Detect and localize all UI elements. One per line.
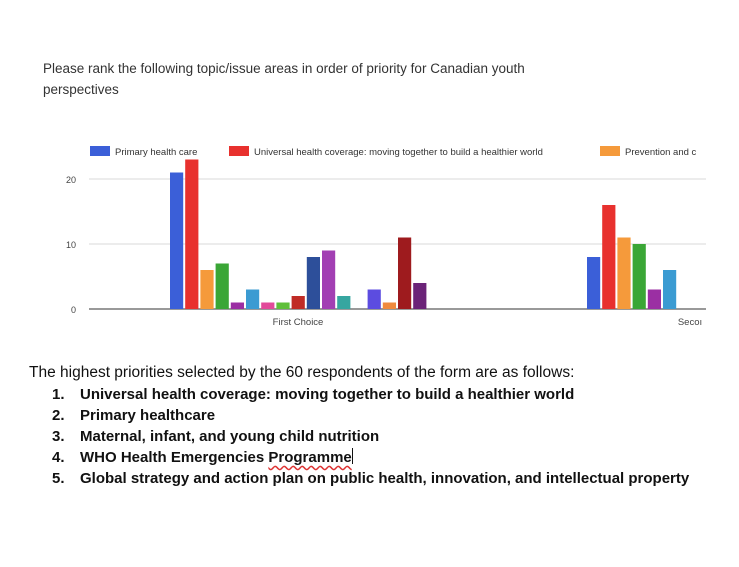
priority-item: 5. Global strategy and action plan on pu…: [52, 468, 722, 489]
bar: [647, 289, 661, 309]
legend-label: Primary health care: [115, 147, 197, 158]
x-tick-label: Secoı: [678, 317, 702, 328]
bar: [170, 172, 184, 309]
bar: [322, 250, 336, 309]
priority-number: 4.: [52, 449, 65, 466]
priority-number: 5.: [52, 470, 65, 487]
bar: [230, 302, 244, 309]
priority-item: 3. Maternal, infant, and young child nut…: [52, 426, 722, 447]
priority-number: 1.: [52, 386, 65, 403]
legend-swatch: [600, 146, 620, 156]
bar: [587, 257, 601, 309]
priority-text: Global strategy and action plan on publi…: [80, 470, 690, 487]
bar: [200, 270, 214, 309]
bar: [382, 302, 396, 309]
priority-text: Maternal, infant, and young child nutrit…: [80, 428, 380, 445]
summary-intro: The highest priorities selected by the 6…: [29, 364, 575, 381]
bar-chart: 0 10 20 First Choice Secoı Primary health car…: [66, 146, 706, 328]
priority-item: 1. Universal health coverage: moving tog…: [52, 384, 722, 405]
legend-label: Universal health coverage: moving togeth…: [254, 147, 543, 158]
bar: [337, 296, 351, 309]
text-cursor: [351, 448, 353, 464]
bar: [663, 270, 677, 309]
bar: [367, 289, 381, 309]
priority-item: 2. Primary healthcare: [52, 405, 722, 426]
bar: [185, 159, 199, 309]
bar: [276, 302, 290, 309]
y-tick-label: 0: [71, 305, 76, 315]
priority-text: WHO Health Emergencies: [80, 449, 269, 466]
legend-label: Prevention and c: [625, 147, 697, 158]
bar: [306, 257, 320, 309]
priority-number: 3.: [52, 428, 65, 445]
legend-swatch: [90, 146, 110, 156]
y-tick-label: 20: [66, 175, 76, 185]
priority-item: 4. WHO Health Emergencies Programme: [52, 447, 722, 468]
x-tick-label: First Choice: [273, 317, 324, 328]
survey-question: Please rank the following topic/issue ar…: [43, 61, 525, 97]
y-tick-label: 10: [66, 240, 76, 250]
bar: [413, 283, 427, 309]
bar: [398, 237, 412, 309]
bar: [632, 244, 646, 309]
bar: [246, 289, 260, 309]
bar: [215, 263, 229, 309]
priority-list: 1. Universal health coverage: moving tog…: [52, 384, 722, 489]
legend-swatch: [229, 146, 249, 156]
priority-number: 2.: [52, 407, 65, 424]
priority-text: Universal health coverage: moving togeth…: [80, 386, 575, 403]
bar: [261, 302, 275, 309]
bar: [617, 237, 631, 309]
bar: [291, 296, 305, 309]
priority-text: Primary healthcare: [80, 407, 216, 424]
spellcheck-flagged-word[interactable]: Programme: [268, 449, 352, 466]
bar: [602, 205, 616, 309]
